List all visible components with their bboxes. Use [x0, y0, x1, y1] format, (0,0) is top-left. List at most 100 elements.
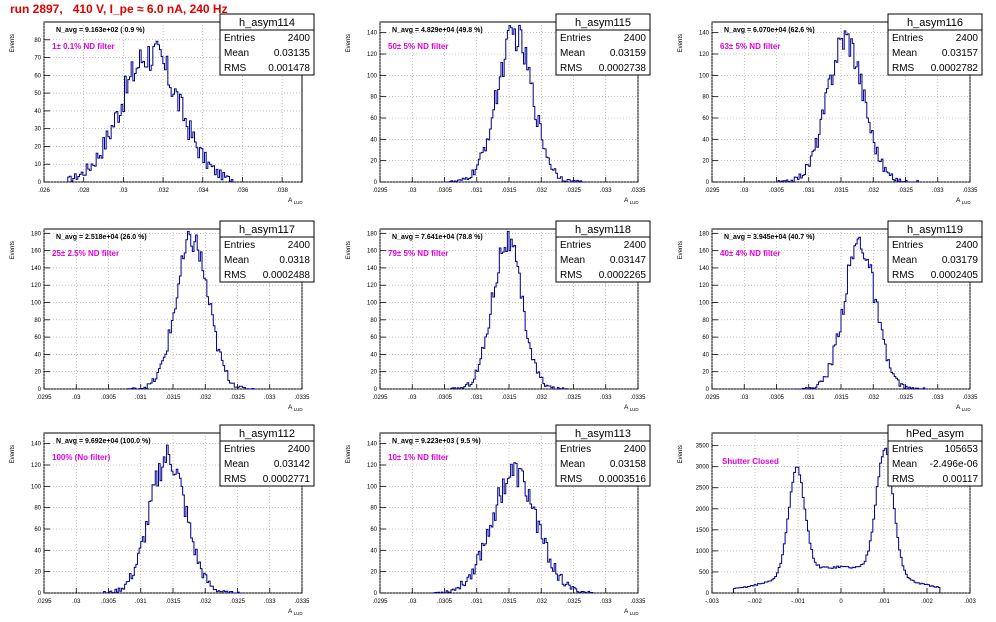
- navg-annotation: N_avg = 4.829e+04 (49.8 %): [392, 27, 483, 34]
- stats-title: h_asym115: [575, 17, 631, 29]
- x-tick-label: .0335: [294, 395, 310, 401]
- stats-value: 105653: [945, 444, 979, 455]
- y-tick-label: 60: [34, 335, 41, 341]
- y-tick-label: 60: [702, 335, 709, 341]
- stats-value: 2400: [288, 33, 311, 44]
- x-tick-label: .0335: [630, 395, 646, 401]
- stats-title: h_asym118: [575, 224, 631, 236]
- stats-key: RMS: [892, 63, 915, 74]
- x-tick-label: .033: [264, 599, 276, 605]
- stats-box: [555, 13, 651, 76]
- y-tick-label: 80: [34, 506, 41, 512]
- stats-key: Entries: [560, 240, 591, 251]
- x-axis-label: A LUD: [956, 197, 971, 205]
- x-tick-label: .002: [921, 599, 933, 605]
- stats-box: [887, 13, 983, 76]
- y-tick-label: 120: [31, 283, 42, 289]
- histogram-panel: .0295 .03 .0305 .031 .0315 .032 .0325 .033 .0335…: [10, 424, 315, 616]
- navg-annotation: N_avg = 2.518e+04 (26.0 %): [56, 234, 147, 241]
- y-tick-label: 120: [367, 463, 378, 469]
- stats-value: 0.03157: [942, 48, 979, 59]
- stats-box: [219, 220, 315, 283]
- x-tick-label: .03: [408, 599, 417, 605]
- x-tick-label: .032: [535, 188, 547, 194]
- histogram-panel: -.003 -.002 -.001 0 .001 .002 .003 0 500 1000 1500…: [678, 424, 983, 605]
- y-tick-label: 20: [370, 159, 377, 165]
- stats-value: 0.0318: [279, 255, 310, 266]
- stats-key: Mean: [892, 48, 917, 59]
- histogram-bars: [776, 30, 919, 183]
- x-tick-label: .0315: [501, 395, 517, 401]
- histogram-bars: [733, 447, 941, 593]
- stats-value: 0.03159: [610, 48, 647, 59]
- y-tick-label: 20: [702, 370, 709, 376]
- y-axis-label: Events: [10, 34, 16, 52]
- stats-title: h_asym117: [239, 224, 295, 236]
- x-tick-label: .031: [471, 188, 483, 194]
- y-tick-label: 20: [370, 370, 377, 376]
- x-axis-label: A LUD: [288, 197, 303, 205]
- y-tick-label: 50: [34, 91, 41, 97]
- stats-key: Entries: [560, 444, 591, 455]
- y-tick-label: 0: [38, 180, 42, 186]
- y-tick-label: 1000: [696, 549, 710, 555]
- x-tick-label: .0335: [630, 188, 646, 194]
- x-tick-label: .028: [78, 188, 90, 194]
- y-tick-label: 20: [34, 144, 41, 150]
- stats-key: Mean: [892, 255, 917, 266]
- x-tick-label: -.003: [705, 599, 719, 605]
- stats-value: 2400: [956, 240, 979, 251]
- y-tick-label: 80: [702, 95, 709, 101]
- x-tick-label: .031: [471, 599, 483, 605]
- x-tick-label: .0325: [898, 188, 914, 194]
- stats-value: 0.03179: [942, 255, 979, 266]
- x-tick-label: .03: [72, 395, 81, 401]
- stats-box: [887, 220, 983, 283]
- x-tick-label: .0315: [501, 599, 517, 605]
- x-tick-label: 0: [839, 599, 843, 605]
- x-tick-label: .032: [867, 188, 879, 194]
- filter-label: 40± 4% ND filter: [720, 249, 780, 258]
- stats-value: 0.0002405: [931, 270, 979, 281]
- y-tick-label: 40: [34, 109, 41, 115]
- y-tick-label: 80: [370, 318, 377, 324]
- x-tick-label: .0305: [101, 395, 117, 401]
- stats-box: [219, 424, 315, 487]
- stats-key: RMS: [224, 474, 247, 485]
- y-tick-label: 120: [31, 463, 42, 469]
- stats-value: 0.03147: [610, 255, 647, 266]
- stats-value: 0.03142: [274, 459, 311, 470]
- x-tick-label: .032: [535, 599, 547, 605]
- y-tick-label: 20: [370, 570, 377, 576]
- stats-key: Entries: [224, 33, 255, 44]
- x-tick-label: .0305: [769, 395, 785, 401]
- x-tick-label: .0295: [36, 395, 52, 401]
- histogram-panel: .0295 .03 .0305 .031 .0315 .032 .0325 .033 .0335…: [346, 220, 651, 412]
- stats-value: 0.0002738: [599, 63, 647, 74]
- y-tick-label: 40: [34, 352, 41, 358]
- x-tick-label: .033: [600, 188, 612, 194]
- x-tick-label: .0315: [165, 599, 181, 605]
- y-tick-label: 0: [374, 591, 378, 597]
- x-tick-label: .0325: [230, 599, 246, 605]
- y-tick-label: 140: [31, 266, 42, 272]
- x-tick-label: .033: [600, 395, 612, 401]
- y-tick-label: 180: [367, 231, 378, 237]
- stats-title: h_asym116: [907, 17, 963, 29]
- stats-value: 2400: [956, 33, 979, 44]
- stats-key: RMS: [560, 63, 583, 74]
- y-tick-label: 180: [31, 231, 42, 237]
- y-tick-label: 60: [370, 527, 377, 533]
- histogram-panel: .0295 .03 .0305 .031 .0315 .032 .0325 .033 .0335…: [678, 13, 983, 205]
- x-tick-label: .038: [276, 188, 288, 194]
- y-tick-label: 100: [367, 73, 378, 79]
- stats-title: hPed_asym: [906, 428, 964, 440]
- x-tick-label: .0325: [566, 599, 582, 605]
- y-tick-label: 2500: [696, 486, 710, 492]
- histogram-bars: [450, 230, 568, 390]
- histogram-bars: [102, 444, 244, 594]
- stats-value: 2400: [624, 444, 647, 455]
- x-tick-label: .0295: [372, 599, 388, 605]
- x-tick-label: .0335: [630, 599, 646, 605]
